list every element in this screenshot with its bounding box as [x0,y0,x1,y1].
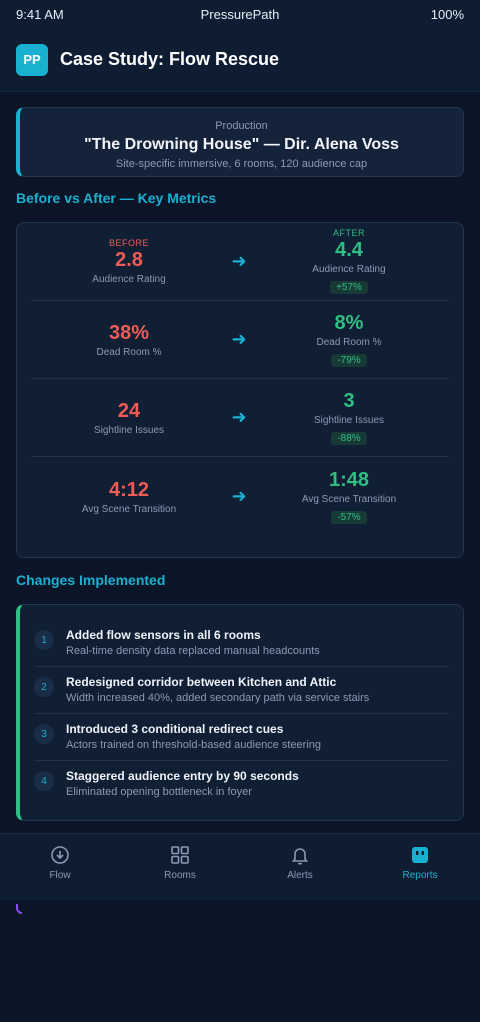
metric-change-badge: +57% [330,281,368,294]
change-number-badge: 1 [34,630,54,650]
reports-icon [412,847,428,863]
metric-before: BEFORE 2.8 Audience Rating [31,238,227,285]
metric-before-label: Avg Scene Transition [81,503,177,515]
metric-after-value: 1:48 [328,468,370,491]
metric-before-label: Dead Room % [96,347,162,358]
status-bar: 9:41 AM PressurePath 100% [0,0,480,28]
metric-after-label: Avg Scene Transition [301,493,397,505]
metric-row-sightline: 24 Sightline Issues ➜ 3 Sightline Issues… [31,379,449,457]
metric-before-label: Audience Rating [92,274,166,285]
rooms-grid-icon [171,846,189,864]
change-number-badge: 2 [34,677,54,697]
metric-row-scene-transition: 4:12 Avg Scene Transition ➜ 1:48 Avg Sce… [31,457,449,535]
flow-icon [51,846,69,864]
change-detail: Real-time density data replaced manual h… [66,645,320,657]
metric-change-badge: -79% [331,354,367,367]
metric-before-value: 24 [117,400,141,422]
change-detail: Actors trained on threshold-based audien… [66,739,321,751]
metric-before-value: 2.8 [115,249,143,271]
after-tag: AFTER [332,228,365,238]
metric-row-audience-rating: BEFORE 2.8 Audience Rating ➜ AFTER 4.4 A… [31,223,449,301]
metric-after: 1:48 Avg Scene Transition -57% [251,468,447,525]
tab-rooms[interactable]: Rooms [120,834,240,900]
metric-after: AFTER 4.4 Audience Rating +57% [251,228,447,295]
changes-card: 1 Added flow sensors in all 6 rooms Real… [16,604,464,821]
metrics-heading: Before vs After — Key Metrics [16,190,217,206]
status-time: 9:41 AM [16,6,64,22]
metric-after-label: Audience Rating [312,264,386,275]
metric-after-value: 8% [334,312,364,334]
change-item: 1 Added flow sensors in all 6 rooms Real… [34,620,449,667]
change-title: Introduced 3 conditional redirect cues [66,722,284,736]
production-card: Production "The Drowning House" — Dir. A… [16,107,464,177]
metric-before-label: Sightline Issues [93,425,165,436]
metric-before: 4:12 Avg Scene Transition [31,478,227,515]
tab-label: Rooms [164,870,196,881]
before-tag: BEFORE [108,238,149,248]
metric-before: 38% Dead Room % [31,321,227,358]
status-battery: 100% [430,6,464,22]
metric-before-value: 4:12 [108,478,150,501]
arrow-right-icon: ➜ [231,485,247,506]
metric-after-label: Sightline Issues [313,415,385,426]
change-number-badge: 4 [34,771,54,791]
change-title: Staggered audience entry by 90 seconds [66,769,299,783]
metric-before-value: 38% [108,322,150,344]
production-subtitle: Site-specific immersive, 6 rooms, 120 au… [115,158,368,170]
production-eyebrow: Production [215,120,268,132]
metric-after-value: 3 [343,390,355,412]
partially-hidden-card-edge [16,904,22,914]
change-item: 3 Introduced 3 conditional redirect cues… [34,714,449,761]
tab-flow[interactable]: Flow [0,834,120,900]
change-detail: Eliminated opening bottleneck in foyer [66,786,252,798]
app-logo: PP [16,43,48,76]
tab-label: Alerts [287,870,313,881]
change-title: Added flow sensors in all 6 rooms [66,628,261,642]
status-app-name: PressurePath [200,6,280,22]
arrow-right-icon: ➜ [231,251,247,271]
metric-row-dead-room: 38% Dead Room % ➜ 8% Dead Room % -79% [31,301,449,379]
metric-after-value: 4.4 [335,239,363,261]
change-item: 2 Redesigned corridor between Kitchen an… [34,667,449,714]
metrics-card: BEFORE 2.8 Audience Rating ➜ AFTER 4.4 A… [16,222,464,558]
tab-reports[interactable]: Reports [360,834,480,900]
changes-heading: Changes Implemented [16,572,166,588]
metric-after: 3 Sightline Issues -88% [251,389,447,446]
change-number-badge: 3 [34,724,54,744]
metric-before: 24 Sightline Issues [31,399,227,436]
arrow-right-icon: ➜ [231,407,247,427]
metric-after-label: Dead Room % [316,337,382,348]
metric-change-badge: -57% [331,510,367,524]
metric-after: 8% Dead Room % -79% [251,311,447,368]
tab-label: Reports [402,870,438,881]
app-header: PP Case Study: Flow Rescue [0,28,480,92]
change-detail: Width increased 40%, added secondary pat… [66,692,370,704]
tab-alerts[interactable]: Alerts [240,834,360,900]
arrow-right-icon: ➜ [231,329,247,349]
bell-icon [291,848,309,865]
change-item: 4 Staggered audience entry by 90 seconds… [34,761,449,808]
tab-label: Flow [49,870,71,881]
change-title: Redesigned corridor between Kitchen and … [66,675,337,689]
production-title: "The Drowning House" — Dir. Alena Voss [84,136,399,153]
bottom-tab-bar: Flow Rooms Alerts Reports [0,833,480,900]
main-content: Production "The Drowning House" — Dir. A… [16,107,464,821]
metric-change-badge: -88% [331,432,367,445]
page-title: Case Study: Flow Rescue [60,49,280,69]
